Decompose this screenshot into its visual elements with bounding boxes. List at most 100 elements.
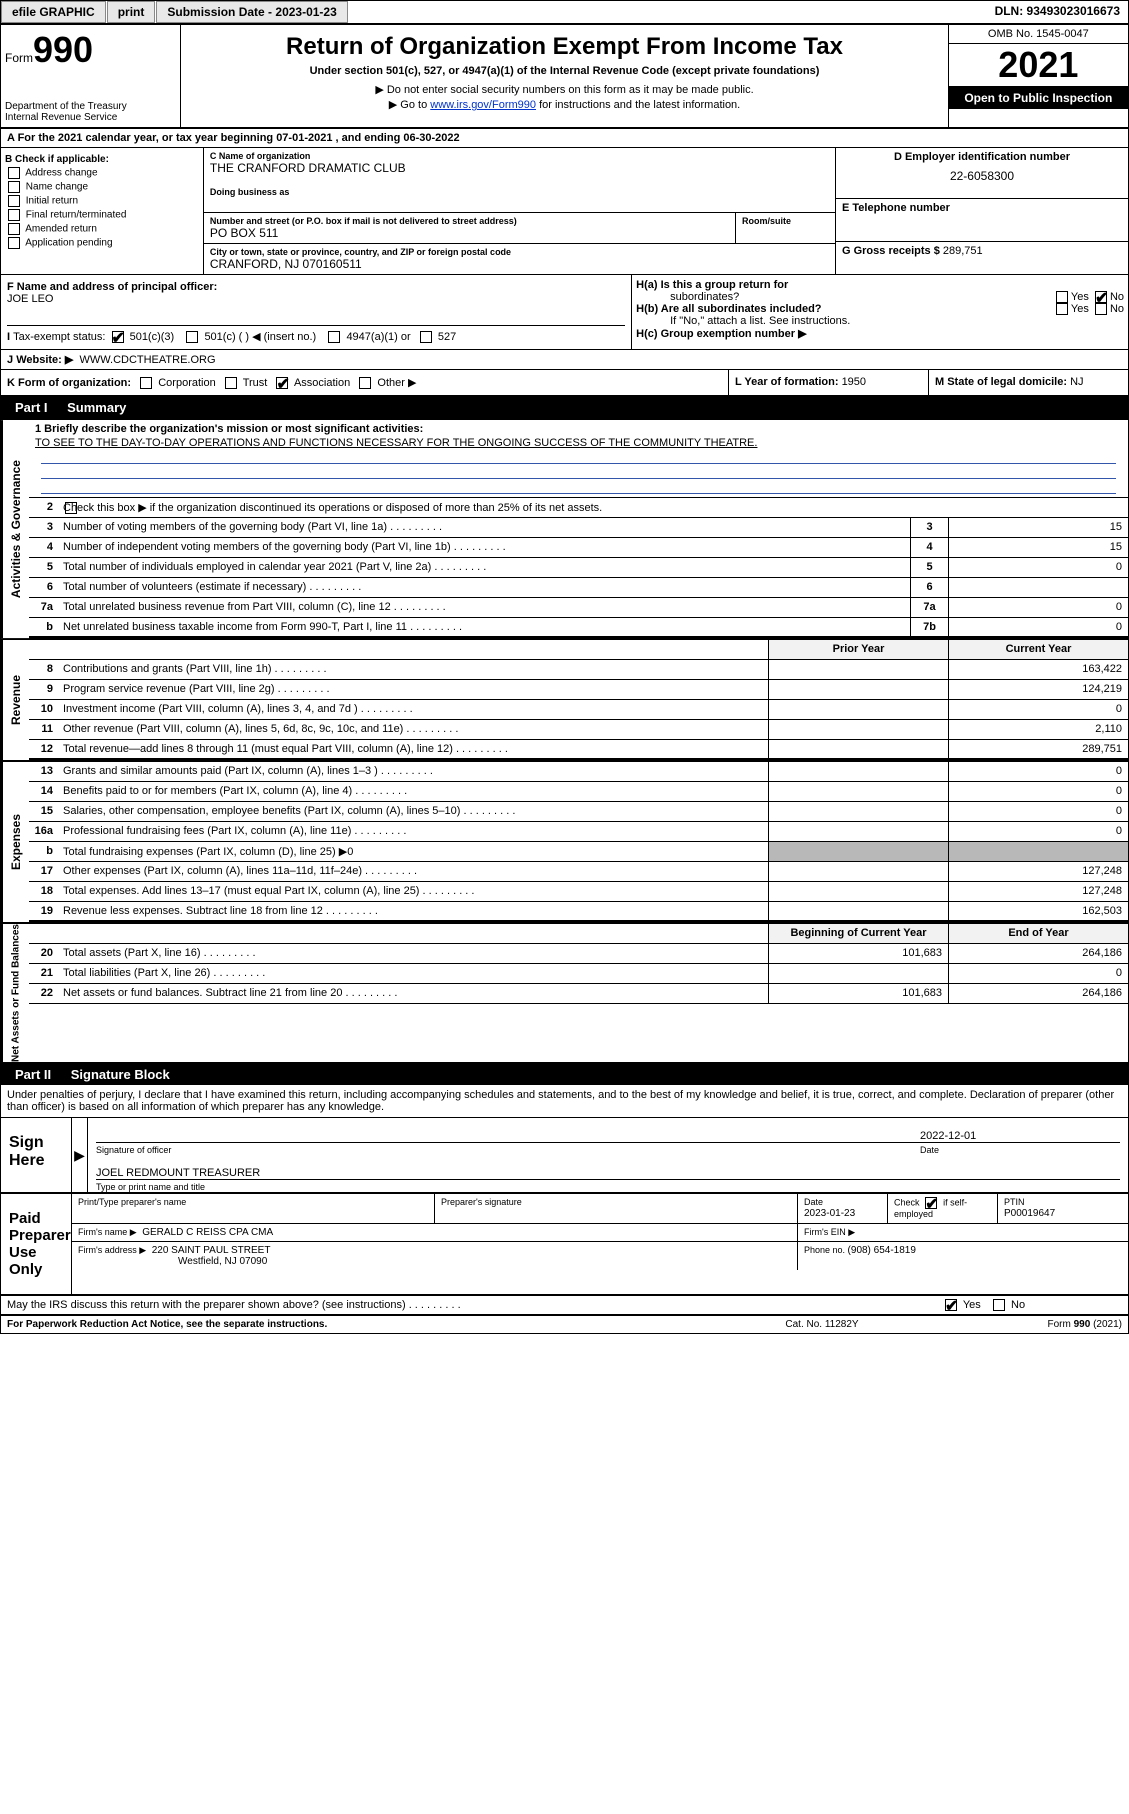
- summary-row: 6Total number of volunteers (estimate if…: [29, 578, 1128, 598]
- chk-discuss-no[interactable]: [993, 1299, 1005, 1311]
- preparer-row-1: Print/Type preparer's name Preparer's si…: [72, 1194, 1128, 1224]
- chk-corporation[interactable]: [140, 377, 152, 389]
- chk-hb-no[interactable]: [1095, 303, 1107, 315]
- year-formation-label: L Year of formation:: [735, 376, 842, 388]
- preparer-name-cell: Print/Type preparer's name: [72, 1194, 435, 1223]
- room-suite-label: Room/suite: [742, 216, 829, 226]
- row-num: 7a: [29, 598, 59, 617]
- chk-initial-return[interactable]: Initial return: [5, 195, 199, 207]
- efile-graphic-button[interactable]: efile GRAPHIC: [1, 1, 106, 23]
- line-l: L Year of formation: 1950: [728, 370, 928, 395]
- row-label: Total unrelated business revenue from Pa…: [59, 598, 910, 617]
- dba-label: Doing business as: [210, 187, 829, 197]
- row-value: 0: [948, 558, 1128, 577]
- prior-year-value: [768, 782, 948, 801]
- website-value: WWW.CDCTHEATRE.ORG: [79, 354, 215, 366]
- prior-year-header: Prior Year: [768, 640, 948, 659]
- summary-row: bNet unrelated business taxable income f…: [29, 618, 1128, 638]
- hc-label: H(c) Group exemption number ▶: [636, 328, 806, 340]
- dept-treasury: Department of the Treasury: [5, 101, 176, 112]
- current-year-value: 124,219: [948, 680, 1128, 699]
- row-value: 15: [948, 518, 1128, 537]
- chk-527[interactable]: [420, 331, 432, 343]
- gross-receipts-value: 289,751: [943, 245, 983, 257]
- end-year-value: 0: [948, 964, 1128, 983]
- row-num: 19: [29, 902, 59, 920]
- row-num: 5: [29, 558, 59, 577]
- chk-trust[interactable]: [225, 377, 237, 389]
- sign-arrow-icon: ▶: [71, 1118, 87, 1192]
- officer-name-value: JOEL REDMOUNT TREASURER: [96, 1167, 920, 1179]
- chk-other[interactable]: [359, 377, 371, 389]
- chk-name-change[interactable]: Name change: [5, 181, 199, 193]
- org-name-label: C Name of organization: [210, 151, 829, 161]
- chk-discuss-yes[interactable]: [945, 1299, 957, 1311]
- row-label: Benefits paid to or for members (Part IX…: [59, 782, 768, 801]
- part-1-num: Part I: [9, 400, 54, 415]
- room-suite-cell: Room/suite: [735, 213, 835, 244]
- submission-date-label: Submission Date -: [167, 5, 275, 19]
- net-assets-header-row: Beginning of Current Year End of Year: [29, 924, 1128, 944]
- instr-goto-post: for instructions and the latest informat…: [536, 99, 740, 111]
- chk-hb-yes[interactable]: [1056, 303, 1068, 315]
- submission-date-badge: Submission Date - 2023-01-23: [156, 1, 347, 23]
- signature-declaration: Under penalties of perjury, I declare th…: [1, 1085, 1128, 1118]
- row-label: Other expenses (Part IX, column (A), lin…: [59, 862, 768, 881]
- line-k-label: K Form of organization:: [7, 377, 131, 389]
- top-bar: efile GRAPHIC print Submission Date - 20…: [1, 1, 1128, 25]
- instr-goto: ▶ Go to www.irs.gov/Form990 for instruct…: [185, 98, 943, 111]
- summary-row: 22Net assets or fund balances. Subtract …: [29, 984, 1128, 1004]
- firm-name-cell: Firm's name ▶ GERALD C REISS CPA CMA: [72, 1224, 798, 1241]
- chk-ha-yes[interactable]: [1056, 291, 1068, 303]
- current-year-value: 0: [948, 762, 1128, 781]
- row-num: 22: [29, 984, 59, 1003]
- chk-501c[interactable]: [186, 331, 198, 343]
- summary-row: 18Total expenses. Add lines 13–17 (must …: [29, 882, 1128, 902]
- current-year-value: 0: [948, 782, 1128, 801]
- vtab-expenses: Expenses: [1, 762, 29, 922]
- summary-row: 21Total liabilities (Part X, line 26)0: [29, 964, 1128, 984]
- org-name: THE CRANFORD DRAMATIC CLUB: [210, 161, 829, 175]
- print-button[interactable]: print: [107, 1, 156, 23]
- row-value: 0: [948, 618, 1128, 636]
- prior-year-value: [768, 740, 948, 758]
- chk-amended-return[interactable]: Amended return: [5, 223, 199, 235]
- prior-year-value: [768, 720, 948, 739]
- chk-4947a1[interactable]: [328, 331, 340, 343]
- chk-final-return[interactable]: Final return/terminated: [5, 209, 199, 221]
- mission-block: 1 Briefly describe the organization's mi…: [29, 420, 1128, 498]
- row-num: b: [29, 842, 59, 861]
- officer-signature-caption: Signature of officer Date: [96, 1145, 1120, 1155]
- preparer-date-cell: Date2023-01-23: [798, 1194, 888, 1223]
- chk-address-change[interactable]: Address change: [5, 167, 199, 179]
- chk-self-employed[interactable]: [925, 1197, 937, 1209]
- chk-application-pending[interactable]: Application pending: [5, 237, 199, 249]
- chk-line-2[interactable]: [65, 502, 77, 514]
- row-label: Total assets (Part X, line 16): [59, 944, 768, 963]
- current-year-value: 162,503: [948, 902, 1128, 920]
- line-a-tax-year: A For the 2021 calendar year, or tax yea…: [1, 129, 1128, 148]
- chk-ha-no[interactable]: [1095, 291, 1107, 303]
- form-990-page: efile GRAPHIC print Submission Date - 20…: [0, 0, 1129, 1334]
- prior-year-value: [768, 862, 948, 881]
- chk-association[interactable]: [276, 377, 288, 389]
- tax-year: 2021: [949, 44, 1128, 87]
- paid-preparer-block: Paid Preparer Use Only Print/Type prepar…: [1, 1194, 1128, 1296]
- row-value: 15: [948, 538, 1128, 557]
- street-value: PO BOX 511: [210, 226, 729, 240]
- form-990-number: 990: [33, 29, 93, 70]
- org-name-cell: C Name of organization THE CRANFORD DRAM…: [204, 148, 835, 213]
- part-2-title: Signature Block: [71, 1067, 170, 1082]
- begin-year-value: [768, 964, 948, 983]
- current-year-value: 0: [948, 822, 1128, 841]
- row-num: 10: [29, 700, 59, 719]
- line-m: M State of legal domicile: NJ: [928, 370, 1128, 395]
- signature-officer-label: Signature of officer: [96, 1145, 920, 1155]
- page-footer: For Paperwork Reduction Act Notice, see …: [1, 1315, 1128, 1333]
- irs-form990-link[interactable]: www.irs.gov/Form990: [430, 99, 536, 111]
- street-cell: Number and street (or P.O. box if mail i…: [204, 213, 735, 244]
- chk-501c3[interactable]: [112, 331, 124, 343]
- city-label: City or town, state or province, country…: [210, 247, 829, 257]
- row-num: 15: [29, 802, 59, 821]
- row-label: Total fundraising expenses (Part IX, col…: [59, 842, 768, 861]
